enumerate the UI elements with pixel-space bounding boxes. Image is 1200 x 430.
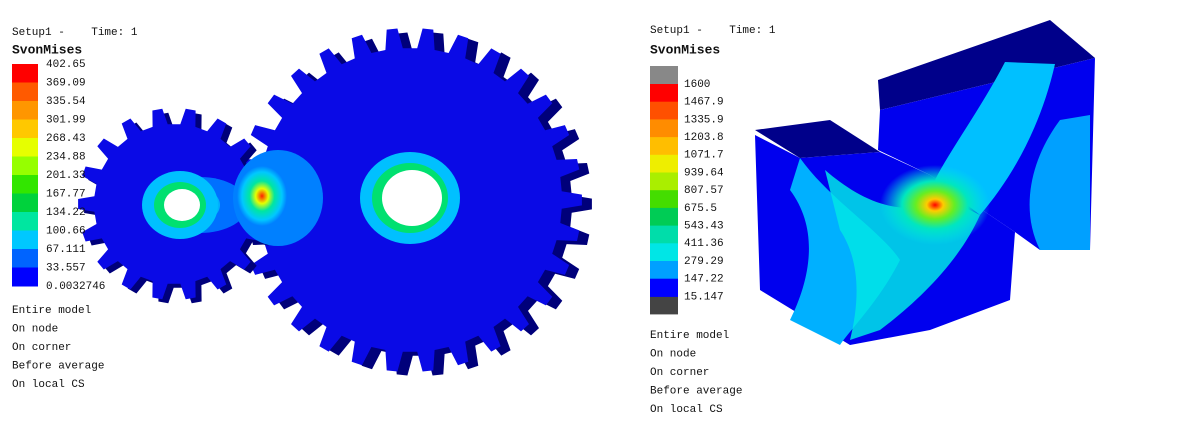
legend-label: 675.5 (684, 203, 717, 215)
legend-label: 807.57 (684, 185, 724, 197)
legend-label: 234.88 (46, 151, 86, 163)
legend-label: 1071.7 (684, 150, 724, 162)
legend-band (12, 230, 38, 250)
legend-band (12, 193, 38, 213)
legend-label: 301.99 (46, 114, 86, 126)
legend-band (12, 82, 38, 102)
legend-band (650, 225, 678, 244)
legend-band (12, 101, 38, 120)
legend-band (12, 267, 38, 287)
legend-band (650, 101, 678, 120)
legend-label: 134.22 (46, 207, 86, 219)
legend-label: 201.33 (46, 170, 86, 182)
legend-band (12, 156, 38, 176)
footer-line: Entire model (650, 330, 729, 342)
legend-band (650, 190, 678, 209)
footer-line: On node (650, 348, 696, 360)
header: Setup1 - Time: 1 (12, 27, 138, 39)
legend-band (12, 175, 38, 194)
footer-line: On local CS (12, 379, 85, 391)
stress-hotspot (237, 166, 287, 226)
legend-label: 167.77 (46, 188, 86, 200)
bore (164, 189, 200, 221)
legend-band (650, 207, 678, 227)
legend-label: 15.147 (684, 291, 724, 303)
legend-label: 268.43 (46, 133, 86, 145)
footer-line: Entire model (12, 305, 91, 317)
legend-title: SvonMises (12, 42, 82, 57)
legend-band (650, 261, 678, 280)
tooth-model (755, 20, 1095, 345)
legend-label: 1203.8 (684, 132, 724, 144)
legend-label: 369.09 (46, 77, 86, 89)
footer-line: On local CS (650, 404, 723, 416)
legend-title: SvonMises (650, 42, 720, 57)
footer-line: Before average (650, 385, 742, 397)
legend-label: 33.557 (46, 262, 86, 274)
legend-band (650, 243, 678, 262)
footer-line: On corner (650, 367, 709, 379)
legend-label: 67.111 (46, 244, 86, 256)
legend-band (12, 64, 38, 83)
legend-band (650, 84, 678, 103)
legend-label: 411.36 (684, 238, 724, 250)
legend-band (12, 119, 38, 139)
header: Setup1 - Time: 1 (650, 25, 776, 37)
legends: Setup1 - Time: 1 SvonMises 402.65 369.09 335… (12, 25, 776, 416)
legend-label: 279.29 (684, 256, 724, 268)
footer-line: Before average (12, 360, 104, 372)
legend-band (650, 137, 678, 156)
legend-band (12, 212, 38, 231)
legend-band (650, 66, 678, 84)
footer-line: On corner (12, 342, 71, 354)
legend-label: 939.64 (684, 167, 724, 179)
legend-label: 1467.9 (684, 97, 724, 109)
legend-label: 543.43 (684, 221, 724, 233)
legend-band (12, 249, 38, 268)
legend-label: 147.22 (684, 274, 724, 286)
legend-band (650, 278, 678, 297)
legend-band (650, 172, 678, 191)
legend-label: 402.65 (46, 59, 86, 71)
legend-band (12, 138, 38, 157)
legend-label: 0.0032746 (46, 281, 105, 293)
bore (382, 170, 442, 226)
legend-label: 1600 (684, 79, 710, 91)
footer-line: On node (12, 323, 58, 335)
gear-model (78, 28, 592, 376)
legend-label: 1335.9 (684, 114, 724, 126)
legend-label: 335.54 (46, 96, 86, 108)
legend-band (650, 119, 678, 138)
legend-band (650, 154, 678, 173)
legend-band (650, 296, 678, 315)
legend-label: 100.66 (46, 225, 86, 237)
